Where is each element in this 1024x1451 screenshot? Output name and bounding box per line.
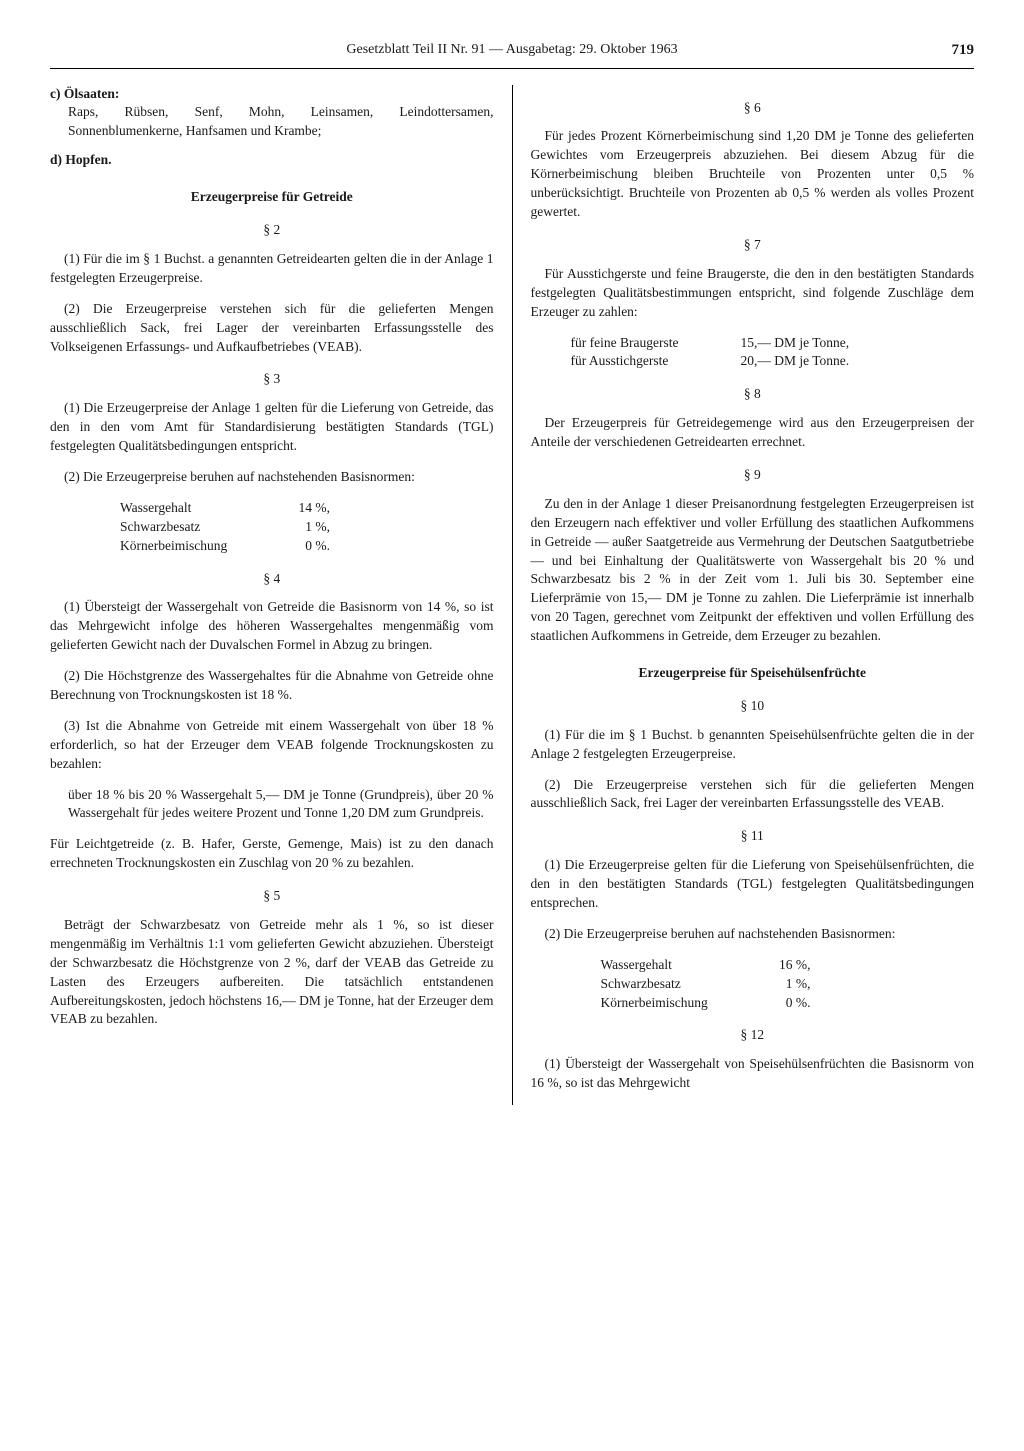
- norms-table-s3: Wassergehalt 14 %, Schwarzbesatz 1 %, Kö…: [120, 499, 494, 556]
- left-column: c) Ölsaaten: Raps, Rübsen, Senf, Mohn, L…: [50, 85, 513, 1106]
- item-c-label: c) Ölsaaten:: [50, 85, 494, 104]
- para-12-num: § 12: [531, 1026, 975, 1045]
- para-4-2: (2) Die Höchstgrenze des Wassergehaltes …: [50, 667, 494, 705]
- norm-label: Körnerbeimischung: [601, 994, 751, 1013]
- para-6-num: § 6: [531, 99, 975, 118]
- item-d-label: d) Hopfen.: [50, 151, 494, 170]
- para-6-1: Für jedes Prozent Körnerbeimischung sind…: [531, 127, 975, 221]
- para-4-3-block: über 18 % bis 20 % Wassergehalt 5,— DM j…: [50, 786, 494, 824]
- norm-val: 1 %,: [270, 518, 330, 537]
- norm-row: Körnerbeimischung 0 %.: [120, 537, 494, 556]
- para-12-1: (1) Übersteigt der Wassergehalt von Spei…: [531, 1055, 975, 1093]
- para-10-num: § 10: [531, 697, 975, 716]
- para-9-1: Zu den in der Anlage 1 dieser Preisanord…: [531, 495, 975, 646]
- para-4-4: Für Leichtgetreide (z. B. Hafer, Gerste,…: [50, 835, 494, 873]
- norm-row: Schwarzbesatz 1 %,: [601, 975, 975, 994]
- page-header: Gesetzblatt Teil II Nr. 91 — Ausgabetag:…: [50, 40, 974, 69]
- norm-label: Schwarzbesatz: [120, 518, 270, 537]
- norm-row: Wassergehalt 16 %,: [601, 956, 975, 975]
- norm-val: 14 %,: [270, 499, 330, 518]
- para-11-1: (1) Die Erzeugerpreise gelten für die Li…: [531, 856, 975, 913]
- para-8-1: Der Erzeugerpreis für Getreidegemenge wi…: [531, 414, 975, 452]
- para-2-1: (1) Für die im § 1 Buchst. a genannten G…: [50, 250, 494, 288]
- price-val: 20,— DM je Tonne.: [741, 352, 975, 371]
- price-row: für Ausstichgerste 20,— DM je Tonne.: [571, 352, 975, 371]
- para-9-num: § 9: [531, 466, 975, 485]
- para-3-2: (2) Die Erzeugerpreise beruhen auf nachs…: [50, 468, 494, 487]
- price-label: für feine Braugerste: [571, 334, 741, 353]
- price-val: 15,— DM je Tonne,: [741, 334, 975, 353]
- para-3-num: § 3: [50, 370, 494, 389]
- norm-row: Körnerbeimischung 0 %.: [601, 994, 975, 1013]
- para-11-2: (2) Die Erzeugerpreise beruhen auf nachs…: [531, 925, 975, 944]
- para-10-2: (2) Die Erzeugerpreise verstehen sich fü…: [531, 776, 975, 814]
- norm-label: Schwarzbesatz: [601, 975, 751, 994]
- norm-label: Wassergehalt: [601, 956, 751, 975]
- norm-label: Körnerbeimischung: [120, 537, 270, 556]
- norm-val: 1 %,: [751, 975, 811, 994]
- para-4-3: (3) Ist die Abnahme von Getreide mit ein…: [50, 717, 494, 774]
- norm-label: Wassergehalt: [120, 499, 270, 518]
- price-label: für Ausstichgerste: [571, 352, 741, 371]
- para-5-num: § 5: [50, 887, 494, 906]
- header-title: Gesetzblatt Teil II Nr. 91 — Ausgabetag:…: [346, 42, 677, 57]
- norm-val: 16 %,: [751, 956, 811, 975]
- para-8-num: § 8: [531, 385, 975, 404]
- norm-row: Wassergehalt 14 %,: [120, 499, 494, 518]
- para-3-1: (1) Die Erzeugerpreise der Anlage 1 gelt…: [50, 399, 494, 456]
- norm-val: 0 %.: [270, 537, 330, 556]
- para-10-1: (1) Für die im § 1 Buchst. b genannten S…: [531, 726, 975, 764]
- section-title-grain: Erzeugerpreise für Getreide: [50, 188, 494, 207]
- para-4-num: § 4: [50, 570, 494, 589]
- item-d: d) Hopfen.: [50, 151, 494, 170]
- norm-row: Schwarzbesatz 1 %,: [120, 518, 494, 537]
- item-c: c) Ölsaaten: Raps, Rübsen, Senf, Mohn, L…: [50, 85, 494, 142]
- para-7-1: Für Ausstichgerste und feine Braugerste,…: [531, 265, 975, 322]
- price-row: für feine Braugerste 15,— DM je Tonne,: [571, 334, 975, 353]
- para-5-1: Beträgt der Schwarzbesatz von Getreide m…: [50, 916, 494, 1029]
- para-11-num: § 11: [531, 827, 975, 846]
- right-column: § 6 Für jedes Prozent Körnerbeimischung …: [513, 85, 975, 1106]
- page-number: 719: [952, 40, 975, 61]
- content-columns: c) Ölsaaten: Raps, Rübsen, Senf, Mohn, L…: [50, 85, 974, 1106]
- norms-table-s11: Wassergehalt 16 %, Schwarzbesatz 1 %, Kö…: [601, 956, 975, 1013]
- item-c-body: Raps, Rübsen, Senf, Mohn, Leinsamen, Lei…: [50, 103, 494, 141]
- para-2-2: (2) Die Erzeugerpreise verstehen sich fü…: [50, 300, 494, 357]
- para-2-num: § 2: [50, 221, 494, 240]
- para-4-1: (1) Übersteigt der Wassergehalt von Getr…: [50, 598, 494, 655]
- para-7-num: § 7: [531, 236, 975, 255]
- price-table-s7: für feine Braugerste 15,— DM je Tonne, f…: [571, 334, 975, 372]
- section-title-legumes: Erzeugerpreise für Speisehülsenfrüchte: [531, 664, 975, 683]
- norm-val: 0 %.: [751, 994, 811, 1013]
